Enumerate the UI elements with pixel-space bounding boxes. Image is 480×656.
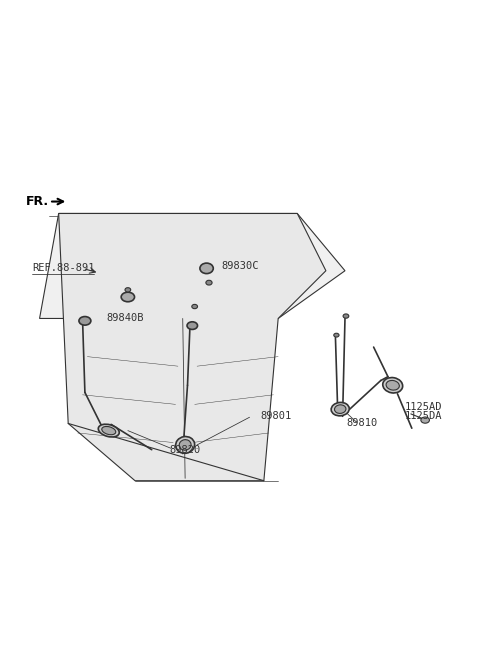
Text: 1125AD: 1125AD bbox=[405, 401, 443, 412]
Ellipse shape bbox=[125, 288, 131, 292]
Polygon shape bbox=[39, 213, 345, 318]
Ellipse shape bbox=[200, 263, 213, 274]
Ellipse shape bbox=[98, 424, 119, 437]
Text: 89801: 89801 bbox=[260, 411, 291, 421]
Ellipse shape bbox=[383, 378, 403, 393]
Text: REF.88-891: REF.88-891 bbox=[32, 263, 95, 274]
Ellipse shape bbox=[421, 417, 430, 423]
Ellipse shape bbox=[121, 292, 134, 302]
Ellipse shape bbox=[187, 322, 198, 329]
Ellipse shape bbox=[334, 333, 339, 337]
Text: 89820: 89820 bbox=[169, 445, 201, 455]
Ellipse shape bbox=[335, 405, 346, 413]
Ellipse shape bbox=[102, 426, 116, 435]
Ellipse shape bbox=[331, 402, 349, 416]
Ellipse shape bbox=[176, 436, 194, 453]
Ellipse shape bbox=[79, 317, 91, 325]
Text: FR.: FR. bbox=[25, 195, 49, 208]
Text: 89810: 89810 bbox=[346, 419, 377, 428]
Text: 89830C: 89830C bbox=[221, 261, 259, 271]
Ellipse shape bbox=[192, 304, 198, 309]
Ellipse shape bbox=[179, 440, 191, 450]
Text: 1125DA: 1125DA bbox=[405, 411, 443, 421]
Ellipse shape bbox=[343, 314, 349, 318]
Text: 89840B: 89840B bbox=[107, 314, 144, 323]
Ellipse shape bbox=[386, 380, 399, 390]
Ellipse shape bbox=[206, 280, 212, 285]
Polygon shape bbox=[59, 213, 326, 481]
